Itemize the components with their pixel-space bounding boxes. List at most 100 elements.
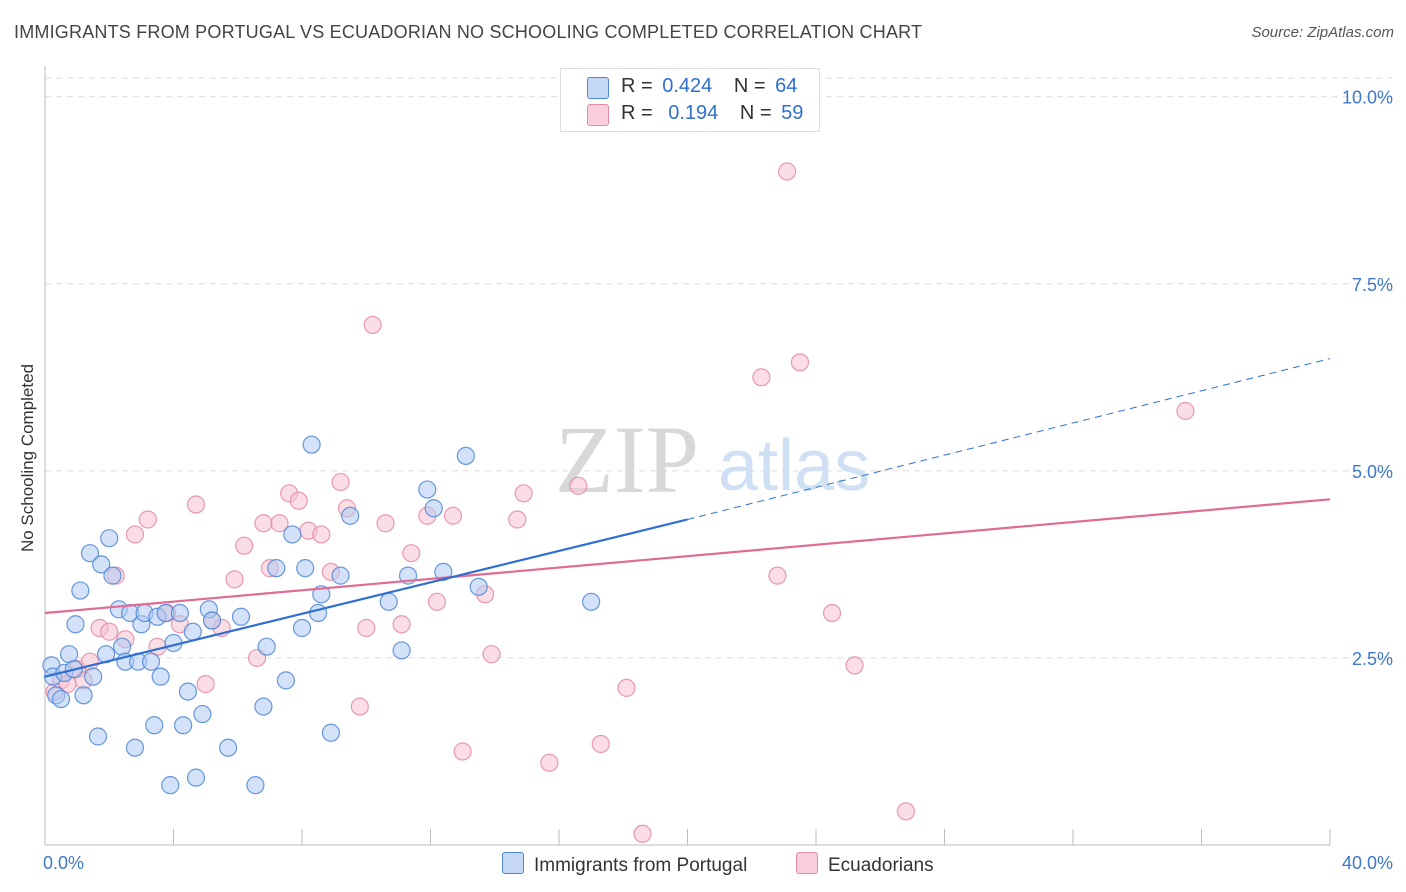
n-value: 64 [775,75,798,97]
portugal-point [231,607,251,626]
ecuadorian-point [254,514,273,533]
stats-legend: R = 0.424 N = 64 R = 0.194 N = 59 [560,68,820,132]
x-tick-label: 40.0% [1342,853,1393,873]
portugal-point [84,667,103,686]
portugal-point [145,716,164,735]
portugal-point [92,555,111,574]
ecuadorian-point [225,570,244,589]
portugal-point [141,652,161,671]
portugal-legend-swatch [502,852,524,874]
portugal-point [276,671,296,690]
ecuadorian-point [453,742,472,761]
ecuadorian-point [100,622,119,641]
ecuadorian-point [540,753,559,772]
ecuadorian-point [591,734,610,754]
ecuadorian-point [443,506,463,525]
ecuadorian-point [508,510,527,529]
y-tick-label: 5.0% [1352,462,1393,482]
portugal-swatch [587,77,609,99]
portugal-point [456,446,475,465]
legend-label: Ecuadorians [828,855,934,876]
portugal-point [51,689,71,709]
portugal-point [219,738,238,757]
n-value: 59 [781,102,804,124]
ecuadorian-point [350,697,369,716]
ecuadorian-point [752,368,771,387]
n-label: N = [733,75,766,97]
portugal-point [582,592,601,611]
portugal-point [321,723,341,742]
legend-item-portugal[interactable]: Immigrants from Portugal [502,852,747,877]
ecuadorian-point [1176,401,1195,421]
ecuadorians-swatch [587,104,609,126]
portugal-point [170,603,190,623]
r-value: 0.194 [668,102,719,124]
r-label: R = [621,75,653,97]
y-tick-label: 2.5% [1352,649,1393,669]
portugal-point [246,776,265,795]
ecuadorian-point [633,824,652,843]
ecuadorian-point [427,592,447,611]
portugal-point [66,615,85,634]
portugal-point [424,499,443,518]
portugal-point [174,716,193,735]
x-tick-label: 0.0% [43,853,84,873]
portugal-point [100,529,119,548]
portugal-point [74,686,93,705]
portugal-point [341,506,360,525]
tick-labels: 2.5% 5.0% 7.5% 10.0% 0.0% 40.0% [43,88,1393,873]
portugal-point [308,603,328,623]
portugal-point [254,697,273,716]
legend-item-ecuadorians[interactable]: Ecuadorians [796,852,934,877]
portugal-point [331,566,350,585]
ecuadorian-point [363,315,382,335]
portugal-point [151,667,170,686]
portugal-point [469,577,488,596]
portugal-point [88,727,108,746]
ecuadorian-point [845,656,864,675]
ecuadorian-point [617,678,636,697]
portugal-point [80,544,100,563]
r-label: R = [621,102,653,124]
portugal-point [202,611,222,630]
portugal-point [296,559,315,578]
ecuadorian-point [289,491,308,510]
portugal-point [71,581,90,600]
watermark-zip: ZIP [555,406,699,513]
ecuadorian-point [331,472,350,492]
portugal-point [434,562,453,581]
portugal-point [292,618,312,638]
ecuadorian-point [376,514,395,533]
gridlines [45,77,1392,659]
portugal-point [161,776,180,795]
portugal-point [186,768,206,787]
ecuadorian-point [822,603,842,623]
ecuadorian-point [482,645,501,664]
ecuadorian-point [402,544,421,563]
ecuadorian-point [896,802,916,821]
ecuadorian-point [514,484,533,503]
trend-lines [44,358,1331,678]
portugal-point [183,622,202,641]
portugal-point [379,592,398,611]
ecuadorians-trend-line [44,498,1331,615]
ecuadorian-point [357,618,376,638]
portugal-trend-line [44,518,688,678]
portugal-point [283,525,302,544]
ecuadorian-point [235,536,254,555]
ecuadorian-point [138,510,157,529]
portugal-point [312,585,331,604]
ecuadorian-point [312,525,331,544]
portugal-point [418,480,437,499]
portugal-point [125,738,145,757]
ecuadorian-point [777,162,797,181]
portugal-points [42,435,601,795]
ecuadorian-point [392,615,411,634]
ecuadorian-point [186,495,206,514]
source-label: Source: ZipAtlas.com [1251,24,1394,41]
portugal-point [193,704,212,724]
ecuadorian-point [196,675,215,694]
portugal-point [103,566,122,585]
axes [44,66,1331,846]
portugal-point [267,559,286,578]
